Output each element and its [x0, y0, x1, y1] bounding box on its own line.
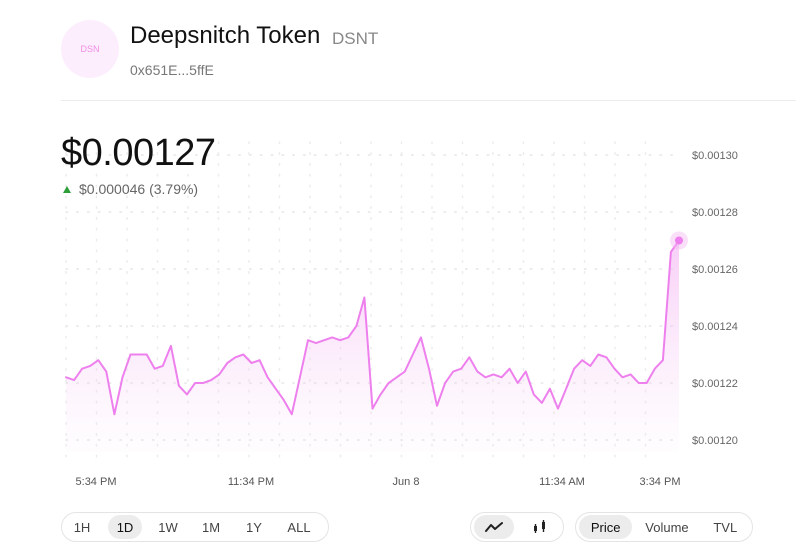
y-tick-label: $0.00120: [692, 435, 738, 447]
price-line: [65, 239, 680, 416]
x-tick-label: 11:34 AM: [539, 476, 585, 488]
area-fill: [66, 240, 679, 452]
token-name: Deepsnitch Token: [130, 22, 321, 49]
timeframe-1d[interactable]: 1D: [108, 515, 142, 539]
token-symbol: DSNT: [332, 29, 379, 48]
metric-tvl[interactable]: TVL: [713, 519, 738, 535]
x-tick-label: Jun 8: [393, 476, 420, 488]
price-change: $0.000046 (3.79%): [63, 181, 198, 197]
chart-area: [65, 239, 680, 452]
price-change-value: $0.000046 (3.79%): [79, 181, 199, 197]
token-avatar: DSN: [61, 20, 119, 78]
timeframe-1h[interactable]: 1H: [73, 519, 91, 535]
y-axis: $0.00130 $0.00128 $0.00126 $0.00124 $0.00122…: [692, 150, 738, 447]
current-point: [675, 236, 683, 245]
x-tick-label: 5:34 PM: [76, 476, 117, 488]
x-axis: 5:34 PM 11:34 PM Jun 8 11:34 AM 3:34 PM: [76, 476, 681, 488]
price-chart[interactable]: $0.00130 $0.00128 $0.00126 $0.00124 $0.00122…: [0, 0, 796, 500]
metric-price[interactable]: Price: [579, 515, 633, 539]
y-tick-label: $0.00130: [692, 150, 738, 162]
x-tick-label: 11:34 PM: [228, 476, 274, 488]
line-chart-icon[interactable]: [474, 515, 514, 539]
candlestick-chart-icon[interactable]: [520, 515, 560, 539]
avatar-text: DSN: [80, 44, 100, 54]
header-divider: [61, 100, 796, 101]
metric-volume[interactable]: Volume: [645, 519, 689, 535]
chart-type-selector: [470, 512, 564, 542]
metric-selector: Price Volume TVL: [575, 512, 753, 542]
y-tick-label: $0.00128: [692, 207, 738, 219]
chart-markers: [670, 231, 688, 250]
token-address[interactable]: 0x651E...5ffE: [130, 62, 214, 78]
current-price: $0.00127: [61, 132, 216, 174]
timeframe-1y[interactable]: 1Y: [246, 519, 262, 535]
y-tick-label: $0.00124: [692, 321, 738, 333]
arrow-up-icon: [63, 185, 71, 193]
chart-grid: [65, 141, 681, 463]
timeframe-1w[interactable]: 1W: [158, 519, 178, 535]
y-tick-label: $0.00126: [692, 264, 738, 276]
timeframe-selector: 1H 1D 1W 1M 1Y ALL: [61, 512, 329, 542]
timeframe-all[interactable]: ALL: [287, 519, 311, 535]
y-tick-label: $0.00122: [692, 378, 738, 390]
timeframe-1m[interactable]: 1M: [201, 519, 221, 535]
x-tick-label: 3:34 PM: [640, 476, 681, 488]
